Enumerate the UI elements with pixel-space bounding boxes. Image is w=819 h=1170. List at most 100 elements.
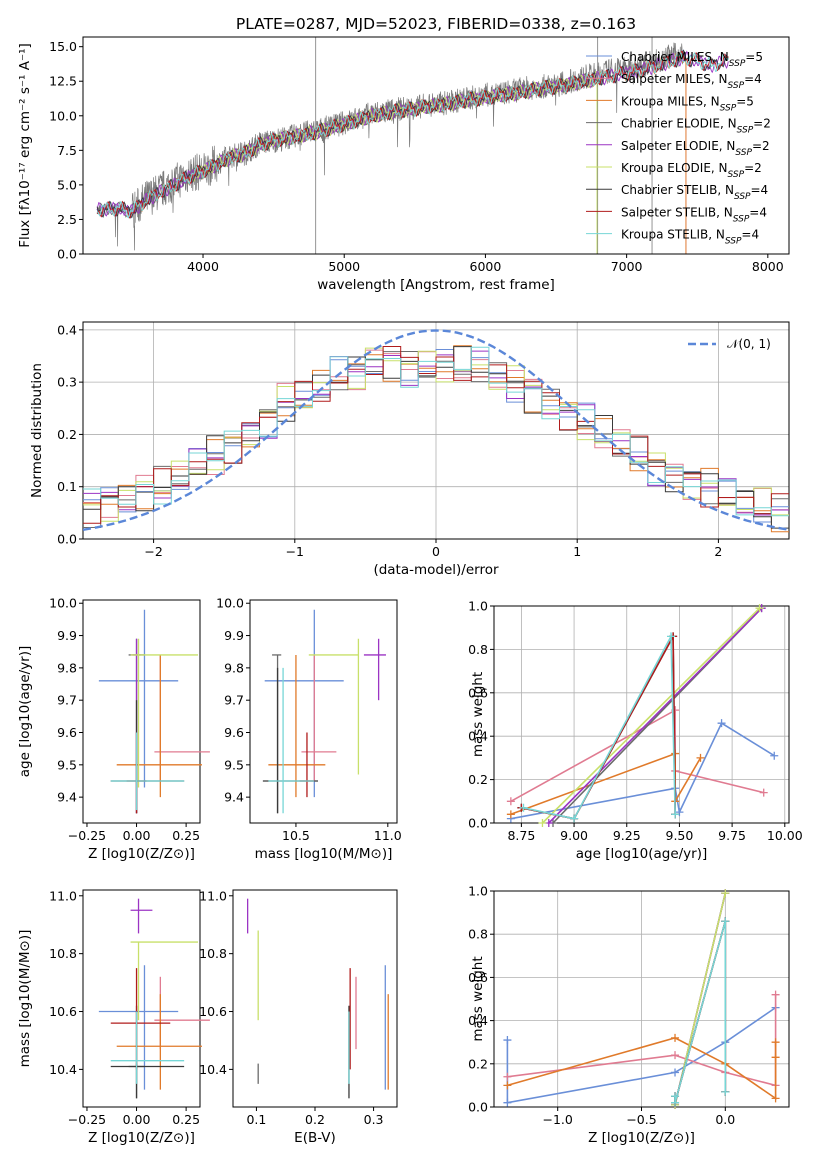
residuals-ytick-label: 0.1 <box>57 479 77 494</box>
weight-vs-Z-marker-chabrier-miles <box>503 1036 512 1045</box>
weight-vs-age-line-kroupa-elodie <box>541 607 761 824</box>
spectrum-ytick-label: 10.0 <box>49 108 77 123</box>
mass-vs-ebv-ytick-label: 10.8 <box>199 946 227 961</box>
spectrum-ytick-label: 12.5 <box>49 74 77 89</box>
mass-vs-Z-xtick-label: 0.00 <box>123 1112 151 1127</box>
legend-entry-salpeter-stelib: Salpeter STELIB, NSSP=4 <box>621 205 767 224</box>
weight-vs-age-ytick-label: 0.8 <box>468 642 488 657</box>
weight-vs-age-marker-kroupa-elodie <box>538 819 547 827</box>
normal-curve <box>83 329 789 531</box>
mass-vs-ebv-xtick-label: 0.1 <box>246 1112 266 1127</box>
age-vs-mass-ytick-label: 10.0 <box>216 596 244 611</box>
weight-vs-Z-marker-chabrier-miles <box>503 1098 512 1107</box>
weight-vs-age-ytick-label: 0.0 <box>468 816 488 831</box>
age-vs-mass-ytick-label: 9.5 <box>224 757 244 772</box>
legend-entry-chabrier-elodie: Chabrier ELODIE, NSSP=2 <box>621 117 771 136</box>
weight-vs-Z-marker-chabrier-miles <box>671 1068 680 1077</box>
weight-vs-age-marker-kroupa-stelib <box>667 632 675 641</box>
weight-vs-age-marker-salpeter-miles <box>759 788 768 797</box>
spectrum-ylabel: Flux [fλ10⁻¹⁷ erg cm⁻² s⁻¹ A⁻¹] <box>17 43 33 248</box>
weight-vs-Z-marker-kroupa-miles <box>771 1094 780 1103</box>
weight-vs-Z-marker-salpeter-miles <box>771 990 780 999</box>
mass-vs-ebv-xlabel: E(B-V) <box>294 1130 336 1146</box>
plot-layer: 4000 5000 6000 7000 80000.02.55.07.510.012.5… <box>17 36 803 1146</box>
weight-vs-Z-ytick-label: 0.6 <box>468 970 488 985</box>
weight-vs-age-xtick-label: 9.75 <box>718 828 746 843</box>
weight-vs-age-ytick-label: 0.2 <box>468 772 488 787</box>
weight-vs-Z-marker-salpeter-miles <box>671 1051 680 1060</box>
residuals-ylabel: Normed distribution <box>29 363 45 498</box>
weight-vs-age-ylabel: mass weight <box>470 672 486 757</box>
residuals-hist-kroupa-stelib <box>83 346 789 517</box>
spectrum-ytick-label: 2.5 <box>57 212 77 227</box>
age-vs-Z-ytick-label: 9.6 <box>57 725 77 740</box>
weight-vs-age-marker-kroupa-stelib <box>671 810 680 819</box>
weight-vs-Z-ytick-label: 0.0 <box>468 1100 488 1115</box>
weight-vs-Z-marker-kroupa-miles <box>771 1038 780 1047</box>
weight-vs-Z-xtick-label: 0.0 <box>715 1112 735 1127</box>
weight-vs-age-xtick-label: 8.75 <box>507 828 535 843</box>
mass-vs-ebv-ytick-label: 10.4 <box>199 1062 227 1077</box>
mass-vs-Z-ytick-label: 11.0 <box>49 888 77 903</box>
spectrum-xtick-label: 7000 <box>611 259 643 274</box>
spectrum-xtick-label: 6000 <box>470 259 502 274</box>
weight-vs-Z-xlabel: Z [log10(Z/Z⊙)] <box>588 1130 695 1146</box>
weight-vs-Z-ytick-label: 0.2 <box>468 1056 488 1071</box>
residuals-ytick-label: 0.0 <box>57 532 77 547</box>
weight-vs-age-line-kroupa-stelib <box>523 633 676 820</box>
spectrum-ytick-label: 0.0 <box>57 247 77 262</box>
legend-entry-salpeter-elodie: Salpeter ELODIE, NSSP=2 <box>621 139 770 158</box>
residuals-plot-area <box>83 329 789 533</box>
spectrum-model-kroupa-elodie <box>192 70 597 183</box>
age-vs-Z-ylabel: age [log10(age/yr)] <box>17 646 33 778</box>
age-vs-Z-ytick-label: 10.0 <box>49 596 77 611</box>
weight-vs-age-frame <box>493 605 790 824</box>
spectrum-xtick-label: 5000 <box>328 259 360 274</box>
weight-vs-age-marker-chabrier-miles <box>770 751 779 760</box>
weight-vs-Z-marker-kroupa-stelib <box>721 1087 730 1096</box>
residuals-ytick-label: 0.3 <box>57 375 77 390</box>
residuals-xtick-label: 0 <box>432 544 440 559</box>
age-vs-mass-frame <box>249 599 398 824</box>
spectrum-ytick-label: 5.0 <box>57 177 77 192</box>
mass-vs-Z-ylabel: mass [log10(M/M⊙)] <box>17 930 33 1068</box>
weight-vs-Z-marker-kroupa-elodie <box>721 889 730 898</box>
age-vs-mass-xlabel: mass [log10(M/M⊙)] <box>255 846 393 862</box>
age-vs-mass-ytick-label: 9.8 <box>224 660 244 675</box>
spectrum-ytick-label: 15.0 <box>49 39 77 54</box>
weight-vs-age-marker-chabrier-miles <box>675 808 684 817</box>
age-vs-Z-ytick-label: 9.8 <box>57 660 77 675</box>
age-vs-Z-ytick-label: 9.9 <box>57 628 77 643</box>
weight-vs-age-line-salpeter-elodie <box>548 607 763 824</box>
mass-vs-ebv-xtick-label: 0.2 <box>305 1112 325 1127</box>
residuals-xlabel: (data-model)/error <box>373 562 499 578</box>
age-vs-Z-ytick-label: 9.5 <box>57 757 77 772</box>
weight-vs-age-ytick-label: 1.0 <box>468 599 488 614</box>
spectrum-xtick-label: 4000 <box>187 259 219 274</box>
spectrum-frame <box>82 36 790 255</box>
spectrum-xlabel: wavelength [Angstrom, rest frame] <box>317 277 555 293</box>
weight-vs-age-xtick-label: 10.00 <box>767 828 803 843</box>
mass-vs-Z-xtick-label: 0.25 <box>172 1112 200 1127</box>
weight-vs-Z-ylabel: mass weight <box>470 956 486 1041</box>
weight-vs-age-marker-salpeter-miles <box>506 797 515 806</box>
residuals-ytick-label: 0.2 <box>57 427 77 442</box>
mass-vs-Z-xlabel: Z [log10(Z/Z⊙)] <box>88 1130 195 1146</box>
legend-entry-kroupa-stelib: Kroupa STELIB, NSSP=4 <box>621 228 759 247</box>
weight-vs-age-line-kroupa-miles <box>510 752 702 816</box>
legend-entry-kroupa-miles: Kroupa MILES, NSSP=5 <box>621 94 754 113</box>
weight-vs-age-xtick-label: 9.50 <box>666 828 694 843</box>
weight-vs-age-xtick-label: 9.25 <box>613 828 641 843</box>
spectrum-plot-area <box>96 37 729 254</box>
residuals-xtick-label: 1 <box>573 544 581 559</box>
spectrum-xtick-label: 8000 <box>752 259 784 274</box>
weight-vs-Z-xtick-label: −0.5 <box>626 1112 656 1127</box>
weight-vs-Z-marker-salpeter-miles <box>503 1072 512 1081</box>
age-vs-Z-ytick-label: 9.4 <box>57 790 77 805</box>
age-vs-Z-frame <box>82 599 201 824</box>
weight-vs-Z-marker-kroupa-miles <box>771 1053 780 1062</box>
residuals-legend-label: 𝒩(0, 1) <box>727 337 771 351</box>
age-vs-mass-xtick-label: 11.0 <box>374 828 402 843</box>
mass-vs-Z-ytick-label: 10.8 <box>49 946 77 961</box>
